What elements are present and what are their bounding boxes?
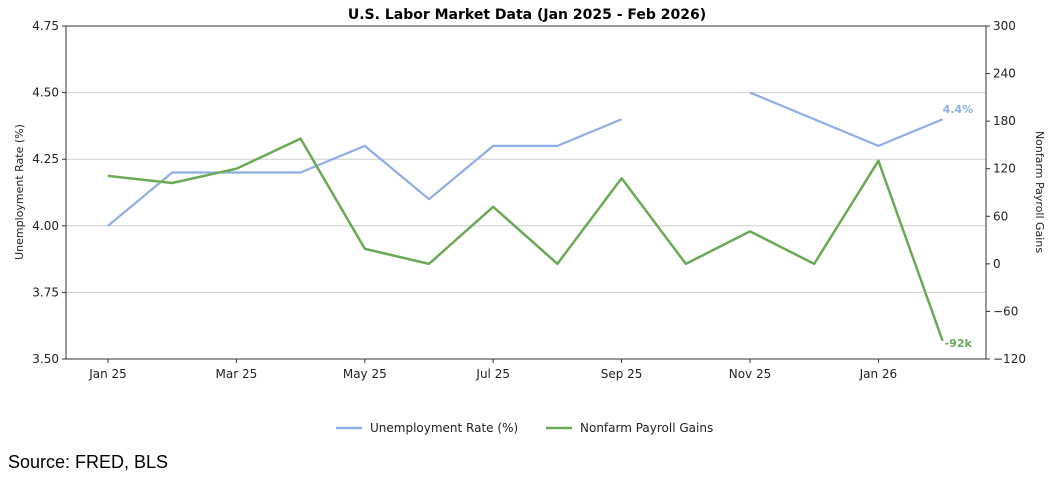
y-left-tick-label: 4.25 [32, 152, 59, 166]
x-tick-label: Mar 25 [216, 367, 258, 381]
unemployment-rate-line [749, 91, 944, 147]
x-tick-label: Jul 25 [475, 367, 510, 381]
y-left-tick-label: 4.00 [32, 219, 59, 233]
y-right-axis-label: Nonfarm Payroll Gains [1033, 131, 1046, 253]
x-tick-label: Nov 25 [729, 367, 772, 381]
plot-frame [65, 25, 987, 360]
y-right-tick-label: 120 [993, 162, 1016, 176]
source-note: Source: FRED, BLS [8, 452, 169, 472]
legend-label-payroll: Nonfarm Payroll Gains [580, 421, 713, 435]
x-tick-label: Jan 26 [859, 367, 898, 381]
legend-label-unemployment: Unemployment Rate (%) [370, 421, 518, 435]
y-right-tick-label: 180 [993, 114, 1016, 128]
y-right-tick-label: 60 [993, 209, 1008, 223]
y-left-tick-label: 4.75 [32, 19, 59, 33]
legend: Unemployment Rate (%) Nonfarm Payroll Ga… [336, 421, 713, 435]
y-right-tick-label: 0 [993, 257, 1001, 271]
payroll-gains-line [107, 137, 944, 342]
y-left-tick-label: 3.75 [32, 285, 59, 299]
y-left-tick-label: 4.50 [32, 86, 59, 100]
x-tick-label: May 25 [343, 367, 387, 381]
y-left-tick-label: 3.50 [32, 352, 59, 366]
x-tick-label: Jan 25 [88, 367, 127, 381]
end-annotations: 4.4% -92k [943, 103, 974, 350]
y-right-tick-label: 300 [993, 19, 1016, 33]
grid-lines [66, 92, 986, 293]
y-left-axis-ticks: 3.50 3.75 4.00 4.25 4.50 4.75 [32, 19, 66, 366]
unemployment-end-label: 4.4% [943, 103, 974, 116]
payroll-end-label: -92k [945, 337, 973, 350]
labor-market-chart: U.S. Labor Market Data (Jan 2025 - Feb 2… [13, 7, 1046, 435]
y-right-tick-label: −60 [993, 304, 1018, 318]
series-layer [107, 91, 944, 342]
chart-title: U.S. Labor Market Data (Jan 2025 - Feb 2… [348, 7, 706, 23]
y-left-axis-label: Unemployment Rate (%) [13, 124, 26, 260]
y-right-tick-label: −120 [993, 352, 1026, 366]
y-right-axis-ticks: −120 −60 0 60 120 180 240 300 [986, 19, 1026, 366]
y-right-tick-label: 240 [993, 67, 1016, 81]
x-axis-ticks: Jan 25 Mar 25 May 25 Jul 25 Sep 25 Nov 25 Jan … [88, 359, 897, 381]
x-tick-label: Sep 25 [601, 367, 643, 381]
unemployment-rate-line [107, 118, 623, 227]
